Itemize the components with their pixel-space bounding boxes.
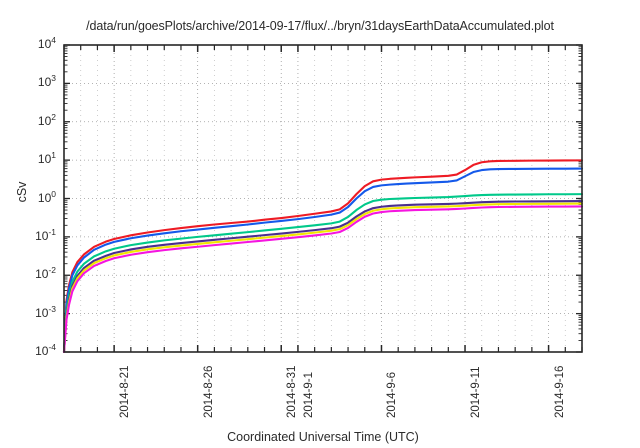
series-line-curve-1 <box>62 159 584 354</box>
series-line-curve-2 <box>62 167 584 354</box>
plot-frame <box>63 44 583 353</box>
major-gridlines <box>64 82 582 315</box>
plot-title: /data/run/goesPlots/archive/2014-09-17/f… <box>86 19 554 33</box>
y-tick-label: 103 <box>37 73 56 90</box>
x-axis-label: Coordinated Universal Time (UTC) <box>227 430 419 444</box>
y-tick-label: 10-1 <box>35 226 56 243</box>
series-line-curve-6 <box>62 205 584 354</box>
series-line-curve-4 <box>62 200 584 354</box>
minor-gridlines <box>80 45 566 352</box>
data-series-layer <box>62 159 584 354</box>
y-tick-label: 10-4 <box>35 342 56 358</box>
y-tick-label: 104 <box>37 35 56 51</box>
y-tick-label: 102 <box>37 111 56 128</box>
y-tick-label: 10-2 <box>35 265 56 282</box>
series-line-curve-5 <box>62 202 584 354</box>
series-line-curve-3 <box>62 193 584 354</box>
y-tick-label: 10-3 <box>35 303 56 320</box>
y-tick-label: 100 <box>37 188 56 205</box>
y-tick-label: 101 <box>37 150 56 167</box>
